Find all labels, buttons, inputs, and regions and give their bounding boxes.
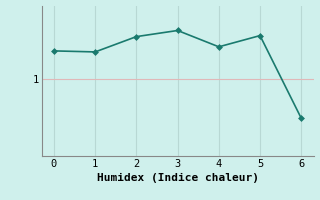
X-axis label: Humidex (Indice chaleur): Humidex (Indice chaleur): [97, 173, 259, 183]
